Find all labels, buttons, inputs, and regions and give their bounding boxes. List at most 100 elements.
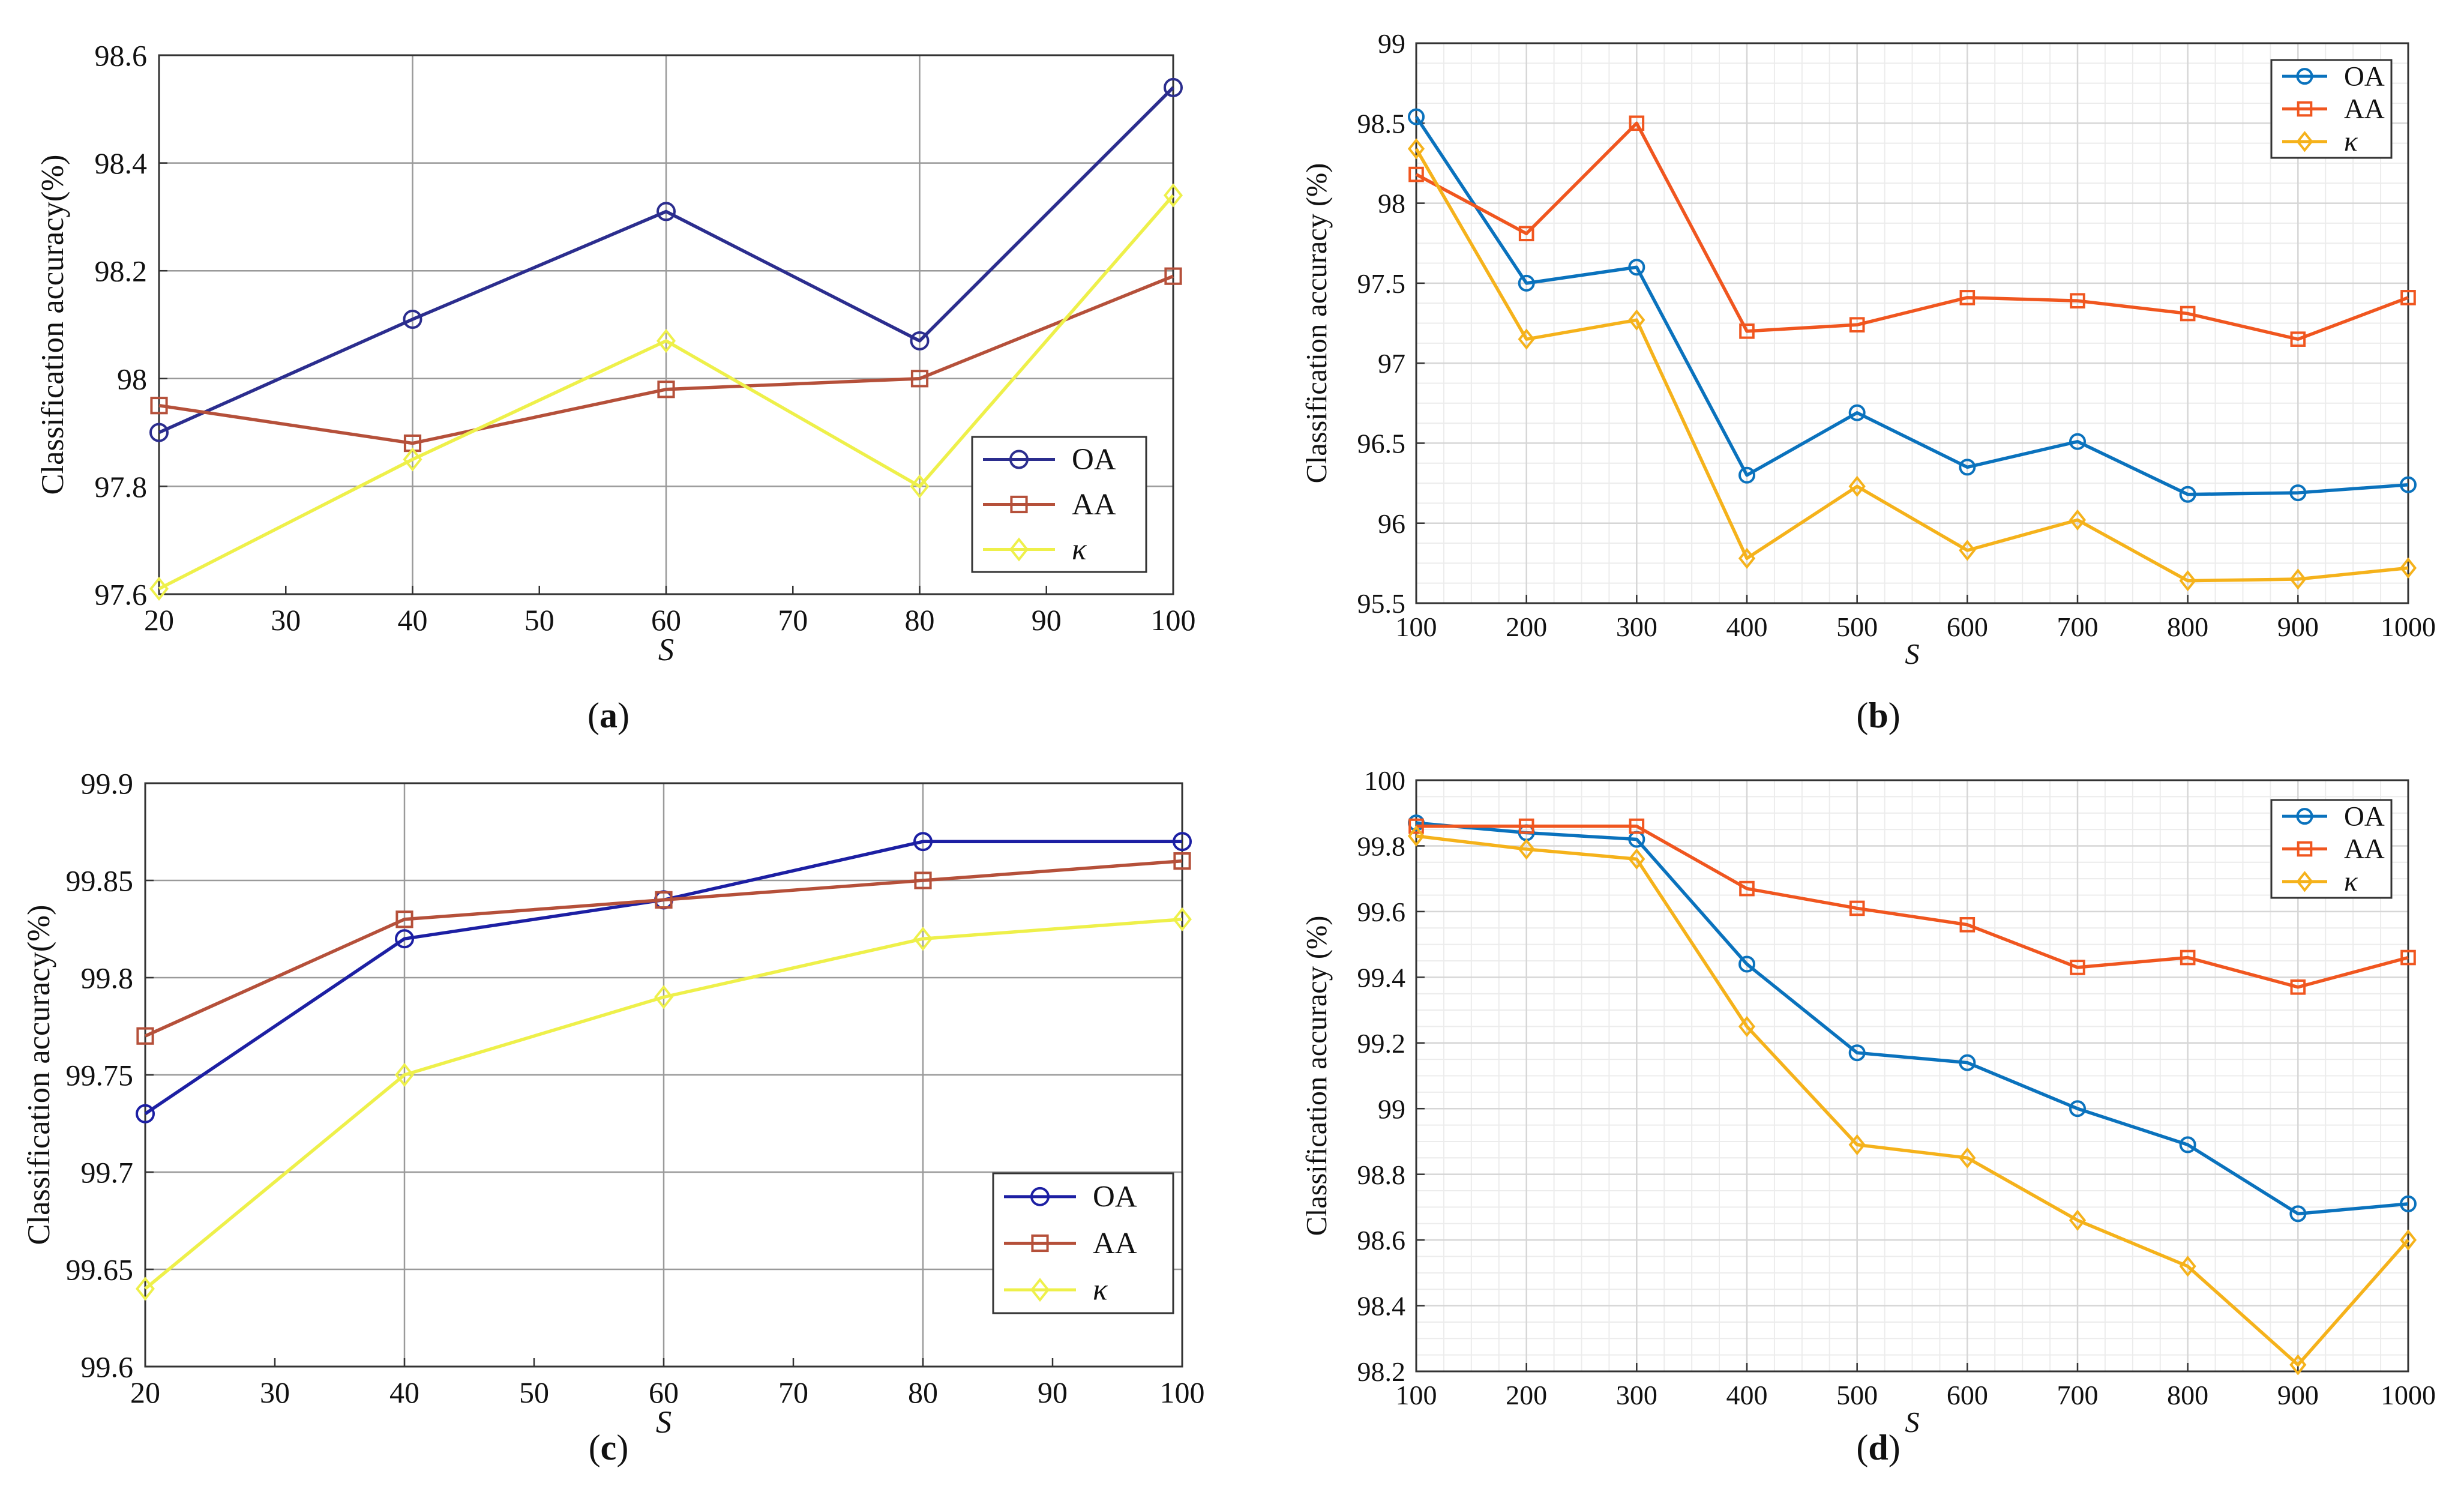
data-point-AA <box>1629 818 1645 834</box>
x-tick-label: 700 <box>2057 1380 2099 1410</box>
data-point-AA <box>914 871 932 889</box>
legend-marker-AA <box>1031 1234 1049 1253</box>
data-point-OA <box>1738 955 1755 973</box>
y-tick-label: 99 <box>1378 1093 1405 1124</box>
y-tick-label: 99 <box>1378 28 1405 59</box>
data-point-κ <box>1628 848 1645 870</box>
data-point-OA <box>1959 1054 1976 1071</box>
x-tick-label: 1000 <box>2381 612 2436 642</box>
legend-marker-OA <box>1030 1187 1050 1206</box>
data-point-OA <box>1408 108 1425 125</box>
legend-label-κ: κ <box>2344 126 2358 157</box>
data-point-κ <box>1163 183 1183 208</box>
legend-label-OA: OA <box>2344 61 2385 92</box>
x-tick-label: 20 <box>144 603 174 637</box>
data-point-OA <box>2289 484 2307 502</box>
x-tick-label: 30 <box>271 603 301 637</box>
x-tick-label: 600 <box>1947 612 1988 642</box>
y-tick-label: 97 <box>1378 348 1405 379</box>
chart-panel-b: 100 200 300 400 500 600 700 800 900 1000 95.5 96 96.… <box>1301 28 2436 735</box>
legend-marker-OA <box>2296 808 2313 825</box>
x-tick-label: 800 <box>2167 612 2208 642</box>
legend-label-κ: κ <box>1093 1274 1108 1307</box>
x-tick-label: 100 <box>1396 1380 1437 1410</box>
data-point-OA <box>1164 77 1183 97</box>
series-line-κ <box>144 918 1183 1290</box>
data-point-OA <box>1738 466 1755 484</box>
y-tick-label: 99.6 <box>1357 897 1406 927</box>
data-point-κ <box>913 927 933 951</box>
legend-label-κ: κ <box>1072 533 1087 567</box>
y-tick-label: 99.9 <box>81 767 134 801</box>
data-point-κ <box>135 1277 155 1301</box>
data-point-OA <box>395 929 414 949</box>
data-point-OA <box>1518 274 1535 292</box>
data-point-AA <box>1518 818 1534 834</box>
data-point-AA <box>1849 317 1865 332</box>
x-tick-label: 70 <box>778 603 808 637</box>
y-axis-label: Classification accuracy (%) <box>1301 163 1333 484</box>
legend-marker-AA <box>1010 495 1028 514</box>
data-point-AA <box>1739 323 1755 339</box>
legend-label-AA: AA <box>1093 1227 1137 1260</box>
x-axis-label: S <box>1905 639 1919 670</box>
x-tick-label: 600 <box>1947 1380 1988 1410</box>
legend-marker-κ <box>2296 131 2313 152</box>
data-point-OA <box>2400 1195 2417 1212</box>
x-tick-label: 80 <box>908 1376 938 1409</box>
data-point-AA <box>2290 331 2306 347</box>
y-tick-label: 97.6 <box>95 578 148 612</box>
data-point-κ <box>394 1062 415 1087</box>
x-tick-label: 50 <box>524 603 554 637</box>
y-axis-label: Classification accuracy(%) <box>22 904 56 1245</box>
y-tick-label: 95.5 <box>1357 588 1406 619</box>
legend-label-OA: OA <box>1072 443 1116 477</box>
x-tick-label: 900 <box>2277 612 2319 642</box>
y-tick-label: 98.6 <box>95 39 148 73</box>
data-point-OA <box>136 1104 155 1123</box>
data-point-OA <box>2179 486 2196 503</box>
data-point-κ <box>910 474 930 499</box>
legend-marker-κ <box>1030 1278 1050 1302</box>
data-point-AA <box>2290 979 2306 995</box>
data-point-AA <box>1629 115 1645 131</box>
series-line-κ <box>158 194 1175 591</box>
x-tick-label: 700 <box>2057 612 2099 642</box>
data-point-AA <box>1849 900 1865 916</box>
y-tick-label: 97.8 <box>95 470 148 504</box>
data-point-OA <box>657 202 676 221</box>
legend-marker-κ <box>1009 537 1029 562</box>
data-point-AA <box>1518 226 1534 242</box>
data-point-OA <box>1959 459 1976 476</box>
data-point-OA <box>913 832 933 852</box>
data-point-κ <box>654 985 674 1009</box>
y-tick-label: 96 <box>1378 508 1405 539</box>
data-point-OA <box>2400 476 2417 493</box>
data-point-AA <box>655 891 673 909</box>
data-point-κ <box>403 447 422 472</box>
data-point-κ <box>2069 1209 2087 1231</box>
x-tick-label: 90 <box>1032 603 1062 637</box>
data-point-AA <box>910 370 929 388</box>
data-point-AA <box>2400 290 2416 305</box>
data-point-κ <box>1518 838 1535 860</box>
data-point-OA <box>1173 832 1192 852</box>
legend-marker-OA <box>1009 450 1029 469</box>
data-point-κ <box>2069 509 2087 531</box>
data-point-AA <box>150 397 168 415</box>
data-point-κ <box>1407 825 1425 847</box>
y-tick-label: 99.8 <box>81 961 134 995</box>
legend-label-AA: AA <box>1072 488 1116 522</box>
data-point-κ <box>1959 1147 1976 1169</box>
legend-label-OA: OA <box>1093 1180 1137 1214</box>
y-tick-label: 99.4 <box>1357 962 1406 993</box>
legend-marker-AA <box>2297 101 2313 117</box>
legend-marker-OA <box>2296 68 2313 85</box>
data-point-AA <box>395 910 413 928</box>
y-tick-label: 98.8 <box>1357 1160 1406 1190</box>
x-tick-label: 500 <box>1836 1380 1878 1410</box>
y-tick-label: 97.5 <box>1357 268 1406 299</box>
data-point-AA <box>657 381 675 399</box>
data-point-AA <box>2400 949 2416 966</box>
